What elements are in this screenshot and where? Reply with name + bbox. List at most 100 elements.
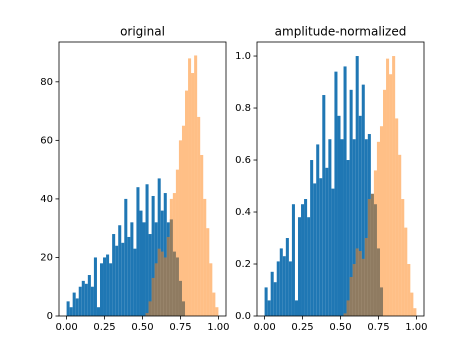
y-tick-label: 0.4 <box>235 207 251 218</box>
x-tick-label: 0.25 <box>291 322 313 333</box>
histogram-bar <box>301 204 305 316</box>
histogram-bar <box>99 263 104 316</box>
histogram-bar <box>331 188 335 316</box>
histogram-bar <box>72 292 76 316</box>
histogram-bar <box>373 170 377 316</box>
histogram-bar <box>413 308 417 316</box>
x-tick-label: 0.25 <box>93 322 115 333</box>
x-tick-label: 0.50 <box>329 322 351 333</box>
histogram-bar <box>367 199 371 316</box>
histogram-bar <box>145 313 149 316</box>
histogram-bar <box>139 210 143 316</box>
histogram-bar <box>87 275 91 316</box>
histogram-bar <box>215 307 219 316</box>
histogram-bar <box>361 258 365 316</box>
y-tick-label: 0.8 <box>235 103 251 114</box>
y-tick-label: 0.6 <box>235 155 251 166</box>
histogram-bar <box>203 198 207 316</box>
histogram-bar <box>343 66 347 316</box>
histogram-bar <box>148 301 152 316</box>
histogram-bar <box>78 286 82 316</box>
histogram-bar <box>322 95 326 316</box>
histogram-bar <box>151 277 155 316</box>
chart-title: amplitude-normalized <box>275 25 407 39</box>
histogram-bar <box>279 248 283 316</box>
histogram-bar <box>364 139 368 316</box>
histogram-bar <box>267 300 271 316</box>
histogram-bar <box>276 261 280 316</box>
histogram-bar <box>404 227 408 316</box>
x-tick-label: 0.75 <box>169 322 191 333</box>
histogram-bar <box>334 71 338 316</box>
histogram-bar <box>313 183 317 316</box>
histogram-bar <box>358 251 362 316</box>
histogram-bar <box>181 125 186 316</box>
histogram-bar <box>343 313 347 316</box>
y-tick-label: 0.0 <box>235 311 251 322</box>
histogram-bar <box>352 264 356 316</box>
histogram-bar <box>325 167 329 316</box>
histogram-bar <box>151 195 155 316</box>
histogram-bar <box>115 245 119 316</box>
histogram-bar <box>188 58 192 317</box>
histogram-bar <box>346 300 350 316</box>
histogram-bar <box>178 140 182 316</box>
histogram-bar <box>273 282 277 316</box>
histogram-bar <box>285 238 289 316</box>
histogram-bar <box>118 225 122 316</box>
histogram-bar <box>316 144 320 316</box>
x-tick-label: 0.00 <box>55 322 77 333</box>
histogram-bar <box>191 73 195 317</box>
histogram-bar <box>291 204 295 316</box>
histogram-bar <box>106 254 110 316</box>
histogram-bar <box>310 160 314 316</box>
histogram-bar <box>163 193 167 316</box>
histogram-bar <box>206 228 210 316</box>
histogram-bar <box>66 301 70 316</box>
histogram-bar <box>175 169 179 316</box>
histogram-bar <box>304 199 308 316</box>
y-tick-label: 80 <box>40 77 53 88</box>
histogram-bar <box>169 198 173 316</box>
histogram-bar <box>364 238 368 316</box>
histogram-bar <box>355 56 359 316</box>
histogram-bar <box>136 187 140 316</box>
histogram-bar <box>410 292 414 316</box>
histogram-bar <box>212 292 216 316</box>
histogram-bar <box>103 257 107 316</box>
histogram-bar <box>197 116 201 316</box>
histogram-bar <box>121 242 125 316</box>
histogram-bar <box>157 178 161 316</box>
histogram-bar <box>133 248 137 316</box>
histogram-bar <box>349 277 353 316</box>
histogram-bar <box>90 286 94 316</box>
histogram-bar <box>407 264 411 316</box>
histogram-bar <box>398 154 402 316</box>
histogram-bar <box>376 141 380 316</box>
histogram-bar <box>160 251 164 316</box>
histogram-bar <box>395 118 399 317</box>
y-tick-label: 20 <box>40 252 53 263</box>
histogram-bar <box>307 217 311 316</box>
histogram-bar <box>282 256 286 316</box>
histogram-bar <box>370 193 374 316</box>
histogram-bar <box>294 300 298 316</box>
histogram-bar <box>340 139 344 316</box>
histogram-bar <box>81 280 85 316</box>
histogram-bar <box>75 298 79 316</box>
y-tick-label: 60 <box>40 135 53 146</box>
histogram-bar <box>328 139 332 316</box>
histogram-bar <box>145 184 149 316</box>
histogram-bar <box>166 236 170 316</box>
histogram-bar <box>194 55 198 316</box>
y-tick-label: 40 <box>40 194 53 205</box>
histogram-bar <box>297 217 302 316</box>
histogram-bar <box>349 89 353 317</box>
subplot: 0.00 0.25 0.50 0.75 1.00 0 20 40 60 80 original <box>40 25 229 334</box>
histogram-bar <box>163 257 167 316</box>
histogram-bar <box>84 283 88 316</box>
histogram-bar <box>200 154 204 316</box>
x-tick-label: 0.50 <box>131 322 153 333</box>
histogram-bar <box>319 178 323 316</box>
